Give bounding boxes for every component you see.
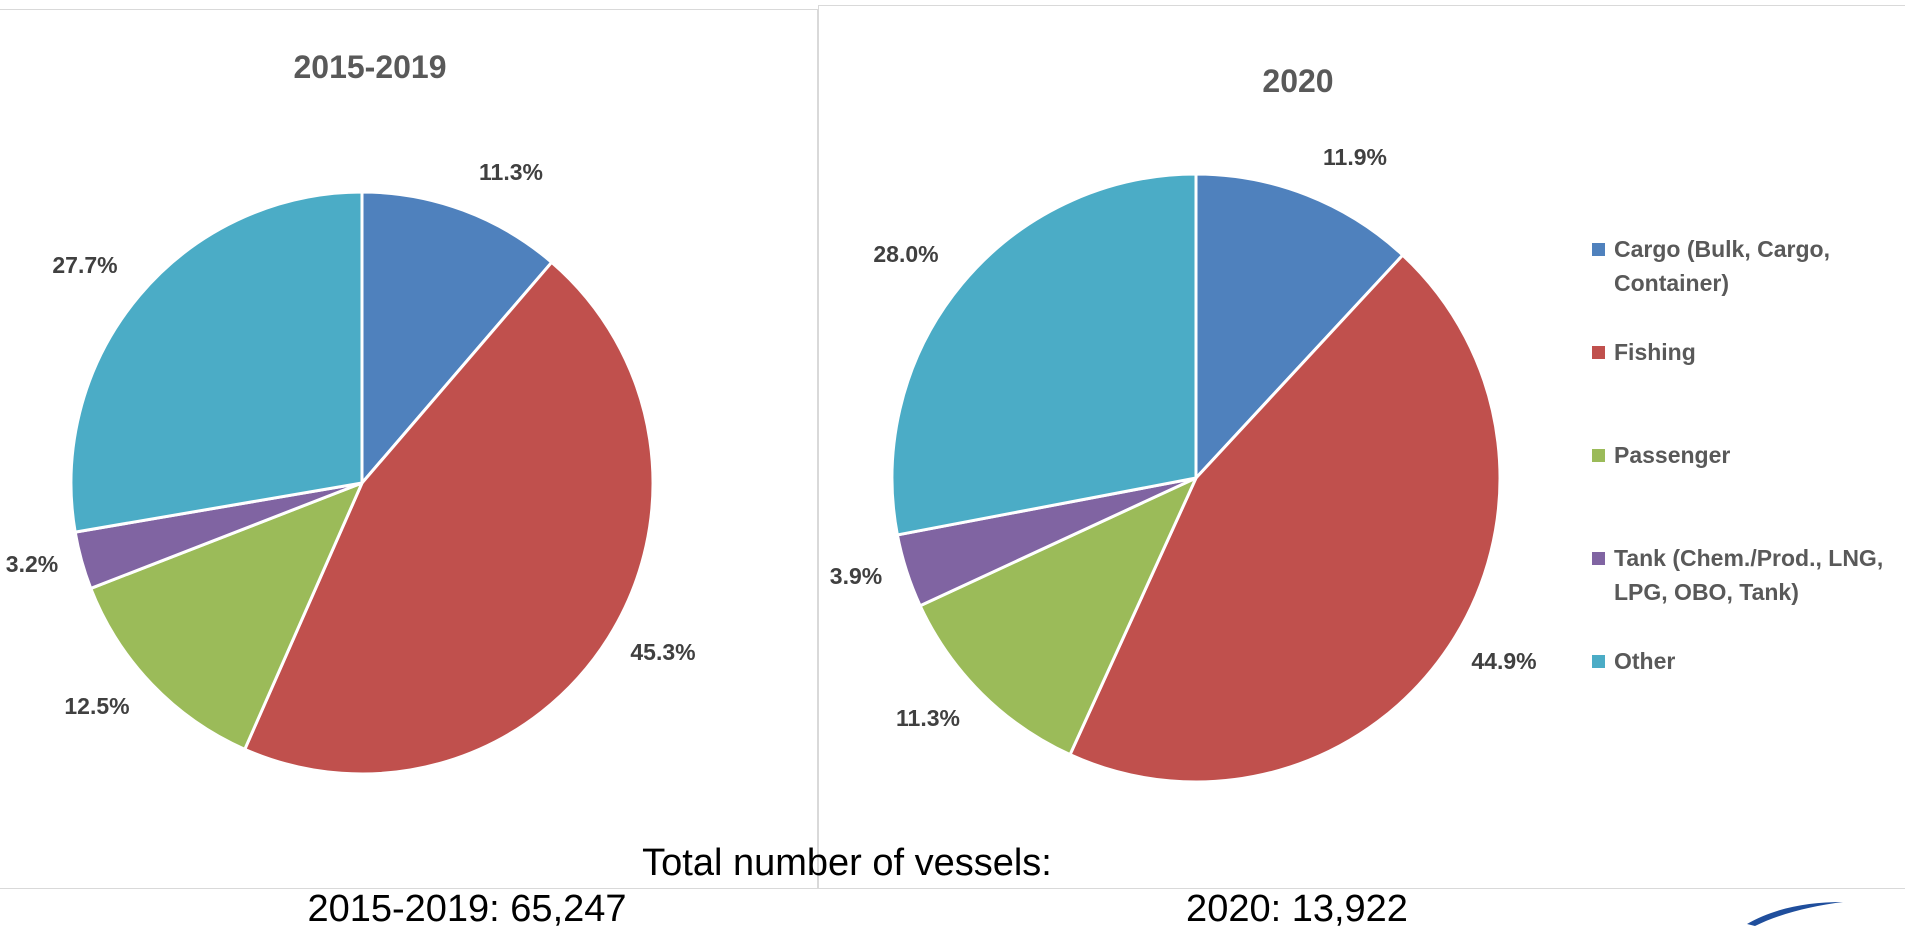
legend-label-fishing: Fishing [1614,339,1696,365]
data-label-2020-passenger: 11.3% [896,705,960,731]
data-label-2020-cargo: 11.9% [1323,144,1387,170]
pie-chart-2020: 11.9% 44.9% 11.3% 3.9% 28.0% [830,144,1537,784]
pie-slice-2015-2019-cargo [360,190,554,485]
total-vessels-heading: Total number of vessels: [642,842,1052,884]
pie-slice-2015-2019-passenger [89,481,364,751]
legend-swatch-tank [1592,552,1605,565]
legend-swatch-passenger [1592,449,1605,462]
data-label-2020-tank: 3.9% [830,563,882,589]
data-label-2015-2019-tank: 3.2% [6,551,58,577]
legend-label-passenger: Passenger [1614,442,1731,468]
legend-swatch-other [1592,655,1605,668]
pie-chart-2015-2019: 11.3% 45.3% 12.5% 3.2% 27.7% [6,159,696,776]
data-label-2015-2019-fishing: 45.3% [630,639,695,665]
legend-item-fishing: Fishing [1592,335,1884,369]
legend-swatch-cargo [1592,243,1605,256]
total-vessels-2015-2019: 2015-2019: 65,247 [307,888,627,930]
legend-item-tank: Tank (Chem./Prod., LNG, LPG, OBO, Tank) [1592,541,1884,609]
data-label-2015-2019-cargo: 11.3% [479,159,543,185]
pie-slice-2015-2019-other [69,190,364,534]
pie-slice-2015-2019-fishing [243,260,655,776]
legend-label-other: Other [1614,648,1676,674]
chart-title-2015-2019: 2015-2019 [293,49,447,85]
legend-item-other: Other [1592,644,1884,678]
pie-slice-2020-other [890,172,1198,537]
total-vessels-2020: 2020: 13,922 [1186,888,1408,930]
pie-slice-2020-cargo [1194,172,1405,480]
pie-slice-2020-fishing [1068,253,1502,784]
legend-item-passenger: Passenger [1592,438,1884,472]
legend-swatch-fishing [1592,346,1605,359]
data-label-2020-other: 28.0% [873,241,938,267]
data-label-2015-2019-passenger: 12.5% [64,693,129,719]
logo-swoosh-icon [1747,902,1843,926]
data-label-2015-2019-other: 27.7% [52,252,117,278]
pie-slice-2020-passenger [918,476,1198,757]
legend-label-tank: Tank (Chem./Prod., LNG, LPG, OBO, Tank) [1614,545,1884,605]
legend-item-cargo: Cargo (Bulk, Cargo, Container) [1592,232,1884,300]
legend-label-cargo: Cargo (Bulk, Cargo, Container) [1614,236,1830,296]
data-label-2020-fishing: 44.9% [1471,648,1536,674]
chart-title-2020: 2020 [1262,63,1334,99]
